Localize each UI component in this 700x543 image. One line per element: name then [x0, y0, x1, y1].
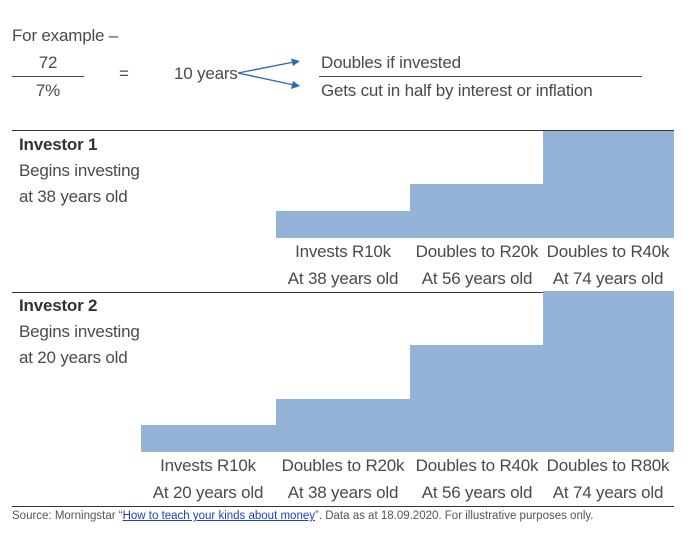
- investor2-step-2-age: At 38 years old: [287, 483, 399, 502]
- investor1-top-rule: [12, 130, 674, 131]
- footer-rule: [12, 506, 674, 507]
- investor1-step-3-amount: Doubles to R40k: [546, 242, 670, 261]
- investor2-step-2-label: Doubles to R20k At 38 years old: [276, 452, 410, 506]
- investor2-step-4-amount: Doubles to R80k: [546, 456, 670, 475]
- result-years: 10 years: [174, 64, 238, 83]
- fraction-bar: [12, 76, 84, 77]
- investor1-desc-line2: at 38 years old: [19, 187, 128, 206]
- investor2-title: Investor 2: [19, 296, 98, 315]
- investor1-step-1-age: At 38 years old: [287, 269, 399, 288]
- investor2-step-4-age: At 74 years old: [552, 483, 664, 502]
- investor2-step-2-amount: Doubles to R20k: [281, 456, 405, 475]
- investor2-step-1-label: Invests R10k At 20 years old: [141, 452, 275, 506]
- investor2-step-3-label: Doubles to R40k At 56 years old: [410, 452, 544, 506]
- investor1-step-1-amount: Invests R10k: [295, 242, 391, 261]
- source-suffix: ”. Data as at 18.09.2020. For illustrati…: [315, 510, 594, 522]
- investor2-step-1-amount: Invests R10k: [160, 456, 256, 475]
- investor1-bar-step-3: [543, 131, 674, 238]
- outcome-divider: [319, 76, 642, 77]
- investor1-step-2-age: At 56 years old: [421, 269, 533, 288]
- example-intro: For example –: [12, 26, 119, 45]
- investor2-top-rule: [12, 292, 674, 293]
- fraction-denominator: 7%: [35, 81, 61, 100]
- investor2-desc-line2: at 20 years old: [19, 348, 128, 367]
- investor2-step-4-label: Doubles to R80k At 74 years old: [541, 452, 675, 506]
- equals-sign: =: [119, 64, 129, 83]
- investor1-step-1-label: Invests R10k At 38 years old: [276, 238, 410, 292]
- investor1-bar-step-2: [410, 184, 543, 238]
- outcome-halves: Gets cut in half by interest or inflatio…: [321, 81, 593, 100]
- investor1-step-2-amount: Doubles to R20k: [415, 242, 539, 261]
- fraction-numerator: 72: [38, 53, 58, 72]
- investor2-step-3-amount: Doubles to R40k: [415, 456, 539, 475]
- source-note: Source: Morningstar “How to teach your k…: [12, 510, 594, 522]
- investor1-step-3-age: At 74 years old: [552, 269, 664, 288]
- investor1-step-2-label: Doubles to R20k At 56 years old: [410, 238, 544, 292]
- investor2-desc-line1: Begins investing: [19, 322, 140, 341]
- investor2-step-1-age: At 20 years old: [152, 483, 264, 502]
- investor1-bar-step-1: [276, 211, 410, 238]
- investor1-title: Investor 1: [19, 135, 98, 154]
- source-link[interactable]: How to teach your kinds about money: [122, 510, 315, 522]
- source-prefix: Source: Morningstar “: [12, 510, 123, 522]
- investor2-bar-step-1: [141, 425, 276, 452]
- investor2-step-3-age: At 56 years old: [421, 483, 533, 502]
- investor2-bar-step-3: [410, 345, 543, 452]
- investor1-step-3-label: Doubles to R40k At 74 years old: [541, 238, 675, 292]
- outcome-doubles: Doubles if invested: [321, 53, 461, 72]
- investor2-bar-step-4: [543, 291, 674, 452]
- investor2-bar-step-2: [276, 399, 410, 452]
- investor1-desc-line1: Begins investing: [19, 161, 140, 180]
- split-arrows-icon: [237, 58, 300, 89]
